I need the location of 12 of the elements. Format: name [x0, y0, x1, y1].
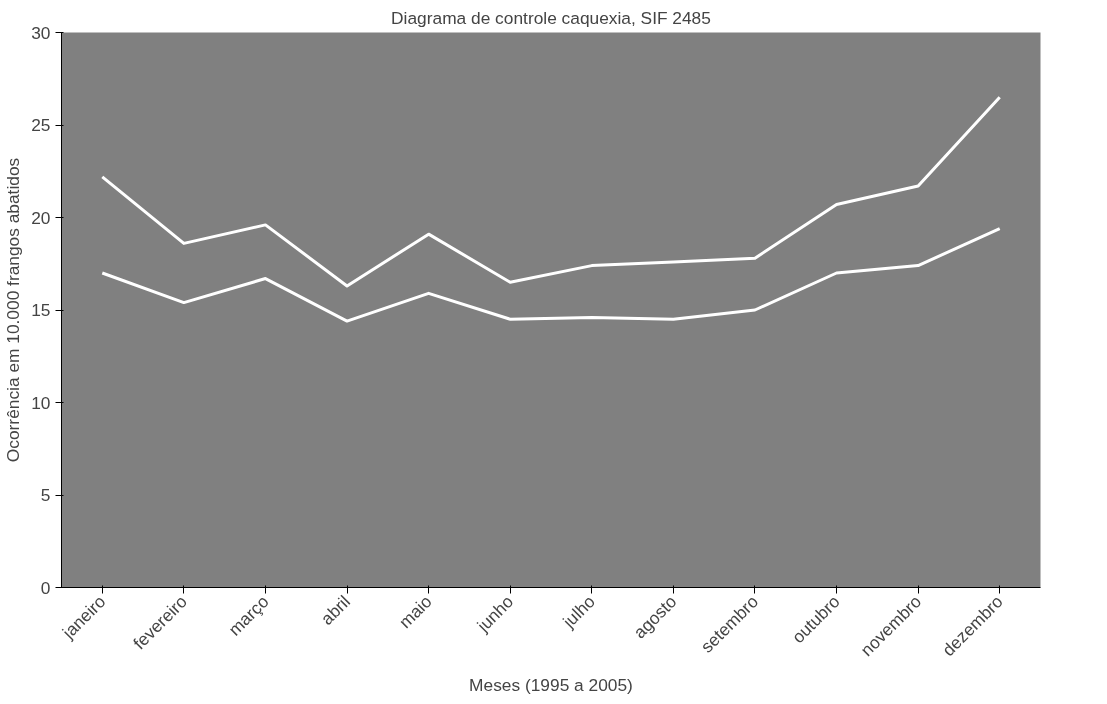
y-tick-label: 15: [31, 300, 51, 320]
x-axis-title: Meses (1995 a 2005): [469, 675, 633, 696]
chart-title: Diagrama de controle caquexia, SIF 2485: [391, 7, 711, 28]
y-axis-title: Ocorrência em 10.000 frangos abatidos: [3, 157, 24, 463]
y-tick-label: 10: [31, 392, 51, 413]
y-tick-label: 5: [40, 485, 51, 505]
y-tick-label: 25: [31, 115, 51, 135]
line-series: [100, 95, 1002, 288]
y-tick-label: 30: [31, 22, 51, 43]
y-tick-label: 0: [40, 577, 51, 598]
y-tick-label: 20: [31, 207, 51, 228]
line-series: [100, 227, 1002, 323]
